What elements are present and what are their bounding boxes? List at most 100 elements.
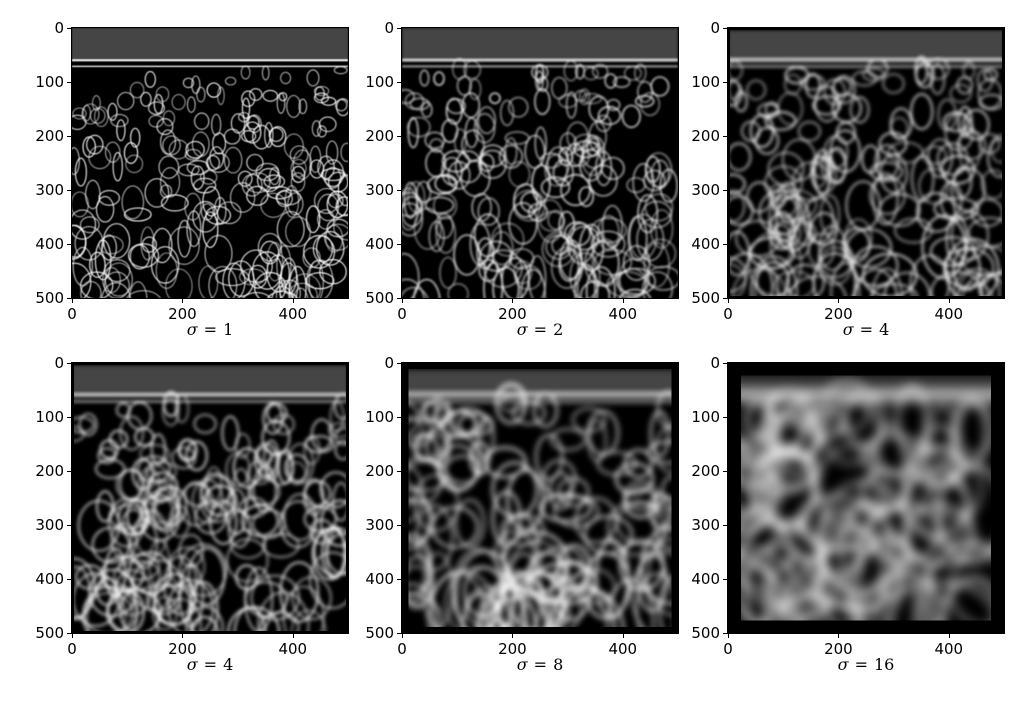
equals-sign: = xyxy=(203,320,218,339)
y-tick-label: 200 xyxy=(691,462,720,480)
panel-caption: σ = 4 xyxy=(72,655,348,674)
y-tick-mark xyxy=(397,471,402,472)
y-tick-mark xyxy=(67,136,72,137)
panel-caption: σ = 16 xyxy=(728,655,1004,674)
y-tick-mark xyxy=(397,633,402,634)
y-tick-mark xyxy=(67,579,72,580)
y-tick-label: 400 xyxy=(365,235,394,253)
x-tick-mark xyxy=(948,298,950,303)
y-tick-mark xyxy=(67,417,72,418)
x-tick-mark xyxy=(182,298,184,303)
image-panel-2: 0 100 200 300 400 500 0 200 400 σ = 2 xyxy=(330,0,679,339)
edge-image xyxy=(71,27,349,299)
equals-sign: = xyxy=(533,655,548,674)
y-tick-label: 0 xyxy=(54,19,64,37)
x-tick-label: 0 xyxy=(723,640,733,658)
y-tick-label: 400 xyxy=(691,235,720,253)
y-tick-label: 100 xyxy=(365,408,394,426)
y-tick-mark xyxy=(67,298,72,299)
y-tick-label: 100 xyxy=(691,408,720,426)
y-tick-label: 400 xyxy=(365,570,394,588)
y-tick-label: 300 xyxy=(365,516,394,534)
sigma-symbol: σ xyxy=(842,320,854,339)
sigma-value: 1 xyxy=(223,320,234,339)
y-tick-mark xyxy=(397,190,402,191)
y-tick-mark xyxy=(723,525,728,526)
sigma-value: 4 xyxy=(223,655,234,674)
y-tick-mark xyxy=(397,525,402,526)
y-tick-mark xyxy=(67,190,72,191)
edge-image xyxy=(401,362,679,634)
x-tick-mark xyxy=(402,633,403,638)
sigma-value: 8 xyxy=(553,655,564,674)
image-panel-4: 0 100 200 300 400 500 0 200 400 σ = 4 xyxy=(0,335,349,674)
y-tick-label: 500 xyxy=(35,289,64,307)
image-panel-3: 0 100 200 300 400 500 0 200 400 σ = 4 xyxy=(656,0,1005,339)
y-tick-label: 100 xyxy=(35,408,64,426)
sigma-symbol: σ xyxy=(186,655,198,674)
edge-image xyxy=(401,27,679,299)
y-tick-label: 100 xyxy=(691,73,720,91)
equals-sign: = xyxy=(859,320,874,339)
sigma-value: 2 xyxy=(553,320,564,339)
x-tick-mark xyxy=(72,633,73,638)
sigma-symbol: σ xyxy=(516,655,528,674)
y-tick-mark xyxy=(397,28,402,29)
x-tick-label: 200 xyxy=(824,305,853,323)
y-tick-mark xyxy=(723,28,728,29)
x-tick-label: 200 xyxy=(498,640,527,658)
y-tick-mark xyxy=(397,363,402,364)
image-panel-5: 0 100 200 300 400 500 0 200 400 σ = 8 xyxy=(330,335,679,674)
y-tick-label: 300 xyxy=(691,516,720,534)
y-tick-mark xyxy=(723,579,728,580)
y-tick-mark xyxy=(67,363,72,364)
x-tick-label: 400 xyxy=(278,640,308,658)
x-tick-label: 200 xyxy=(168,305,197,323)
y-tick-label: 300 xyxy=(691,181,720,199)
y-tick-mark xyxy=(723,82,728,83)
y-tick-mark xyxy=(723,298,728,299)
sigma-symbol: σ xyxy=(516,320,528,339)
image-panel-1: 0 100 200 300 400 500 0 200 400 σ = 1 xyxy=(0,0,349,339)
x-tick-mark xyxy=(948,633,950,638)
y-tick-mark xyxy=(723,471,728,472)
y-tick-label: 300 xyxy=(365,181,394,199)
x-tick-label: 400 xyxy=(608,640,638,658)
equals-sign: = xyxy=(854,655,868,674)
equals-sign: = xyxy=(533,320,548,339)
y-tick-label: 0 xyxy=(54,354,64,372)
y-tick-mark xyxy=(397,579,402,580)
edge-image xyxy=(727,27,1005,299)
x-tick-mark xyxy=(728,298,729,303)
x-tick-mark xyxy=(728,633,729,638)
x-tick-label: 200 xyxy=(168,640,197,658)
equals-sign: = xyxy=(203,655,218,674)
x-tick-mark xyxy=(402,298,403,303)
y-tick-label: 200 xyxy=(365,462,394,480)
edge-image xyxy=(727,362,1005,634)
edge-image xyxy=(71,362,349,634)
x-tick-mark xyxy=(72,298,73,303)
y-tick-label: 400 xyxy=(35,235,64,253)
panel-caption: σ = 8 xyxy=(402,655,678,674)
y-tick-label: 500 xyxy=(691,624,720,642)
panel-caption: σ = 1 xyxy=(72,320,348,339)
y-tick-label: 500 xyxy=(365,289,394,307)
x-tick-mark xyxy=(838,633,840,638)
y-tick-mark xyxy=(723,633,728,634)
y-tick-label: 200 xyxy=(365,127,394,145)
x-tick-mark xyxy=(292,633,294,638)
y-tick-mark xyxy=(67,82,72,83)
x-tick-label: 0 xyxy=(723,305,733,323)
y-tick-label: 0 xyxy=(384,19,394,37)
x-tick-label: 0 xyxy=(397,305,407,323)
y-tick-mark xyxy=(67,633,72,634)
sigma-symbol: σ xyxy=(837,655,849,674)
y-tick-label: 200 xyxy=(35,127,64,145)
y-tick-mark xyxy=(723,136,728,137)
y-tick-label: 100 xyxy=(365,73,394,91)
sigma-symbol: σ xyxy=(186,320,198,339)
y-tick-label: 500 xyxy=(35,624,64,642)
y-tick-label: 500 xyxy=(691,289,720,307)
x-tick-mark xyxy=(838,298,840,303)
